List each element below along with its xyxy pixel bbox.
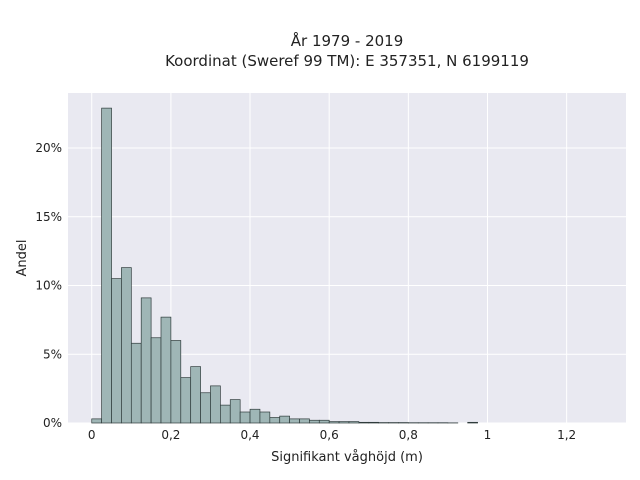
histogram-bar xyxy=(467,421,478,424)
histogram-bar xyxy=(130,342,142,424)
y-tick-label: 20% xyxy=(35,141,62,155)
histogram-bar xyxy=(220,404,231,424)
histogram-bar xyxy=(279,415,290,424)
histogram-bar xyxy=(180,377,192,424)
histogram-bar xyxy=(239,411,251,424)
y-axis-ticks: 0% 5% 10% 15% 20% xyxy=(35,141,62,430)
y-tick-label: 5% xyxy=(43,347,62,361)
histogram-bar xyxy=(111,278,122,424)
histogram-bar xyxy=(170,340,182,424)
x-tick-label: 0,8 xyxy=(399,428,418,442)
x-axis-ticks: 0 0,2 0,4 0,6 0,8 1 1,2 xyxy=(88,428,576,442)
histogram-bar xyxy=(289,418,300,424)
y-tick-label: 0% xyxy=(43,416,62,430)
histogram-bar xyxy=(190,366,201,424)
histogram-bar xyxy=(338,421,350,424)
histogram-bar xyxy=(150,337,162,424)
x-tick-label: 1 xyxy=(484,428,492,442)
histogram-bar xyxy=(140,297,152,424)
y-tick-label: 15% xyxy=(35,210,62,224)
x-tick-label: 0,2 xyxy=(161,428,180,442)
histogram-bar xyxy=(101,107,112,424)
histogram-bar xyxy=(269,417,281,424)
x-tick-label: 0 xyxy=(88,428,96,442)
chart-title-line1: År 1979 - 2019 xyxy=(291,31,404,50)
histogram-bar xyxy=(121,267,132,424)
x-axis-label: Signifikant våghöjd (m) xyxy=(271,450,423,465)
histogram-bars xyxy=(91,107,478,424)
histogram-bar xyxy=(358,421,370,424)
y-axis-label: Andel xyxy=(15,240,30,277)
y-tick-label: 10% xyxy=(35,279,62,293)
histogram-bar xyxy=(210,385,221,424)
histogram-bar xyxy=(318,419,330,424)
histogram-bar xyxy=(249,408,261,424)
x-tick-label: 1,2 xyxy=(557,428,576,442)
histogram-bar xyxy=(328,421,340,424)
histogram-bar xyxy=(229,399,241,424)
x-tick-label: 0,6 xyxy=(320,428,339,442)
histogram-bar xyxy=(160,316,172,424)
histogram-bar xyxy=(299,418,310,424)
histogram-bar xyxy=(91,418,102,424)
x-tick-label: 0,4 xyxy=(240,428,259,442)
histogram-bar xyxy=(309,419,320,424)
histogram-bar xyxy=(259,411,271,424)
histogram-bar xyxy=(348,421,360,424)
histogram-bar xyxy=(200,392,211,424)
histogram-bar xyxy=(368,421,380,424)
chart-title-line2: Koordinat (Sweref 99 TM): E 357351, N 61… xyxy=(165,52,529,70)
